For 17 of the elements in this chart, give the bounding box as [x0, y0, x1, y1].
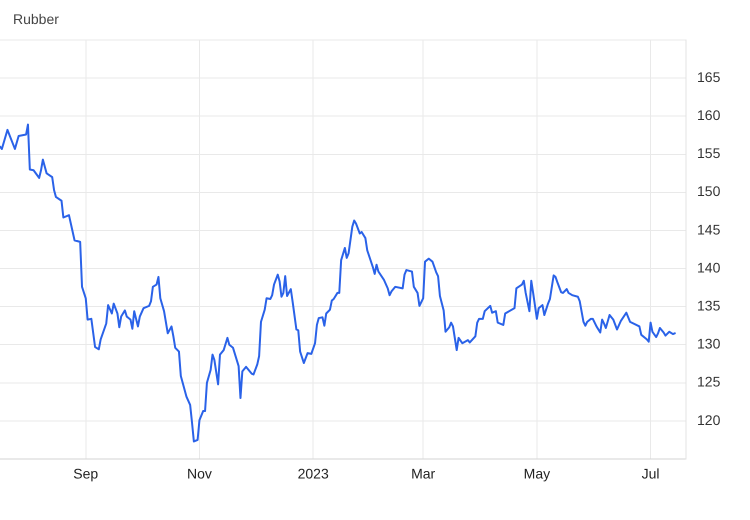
y-tick-label: 140	[697, 259, 721, 276]
y-tick-label: 125	[697, 374, 721, 390]
y-tick-label: 160	[697, 107, 721, 124]
y-tick-label: 145	[697, 221, 721, 238]
x-tick-label: Jul	[642, 465, 660, 482]
x-tick-label: Sep	[73, 465, 98, 482]
y-tick-label: 130	[697, 336, 721, 352]
y-tick-label: 165	[697, 68, 721, 85]
x-tick-label: May	[524, 465, 550, 482]
y-tick-label: 150	[697, 183, 721, 200]
y-tick-label: 135	[697, 297, 721, 314]
y-tick-label: 155	[697, 145, 721, 162]
x-tick-label: 2023	[298, 465, 329, 482]
x-tick-label: Mar	[411, 465, 436, 482]
x-tick-label: Nov	[187, 465, 212, 482]
chart-title: Rubber	[13, 11, 59, 27]
y-tick-label: 120	[697, 412, 721, 428]
